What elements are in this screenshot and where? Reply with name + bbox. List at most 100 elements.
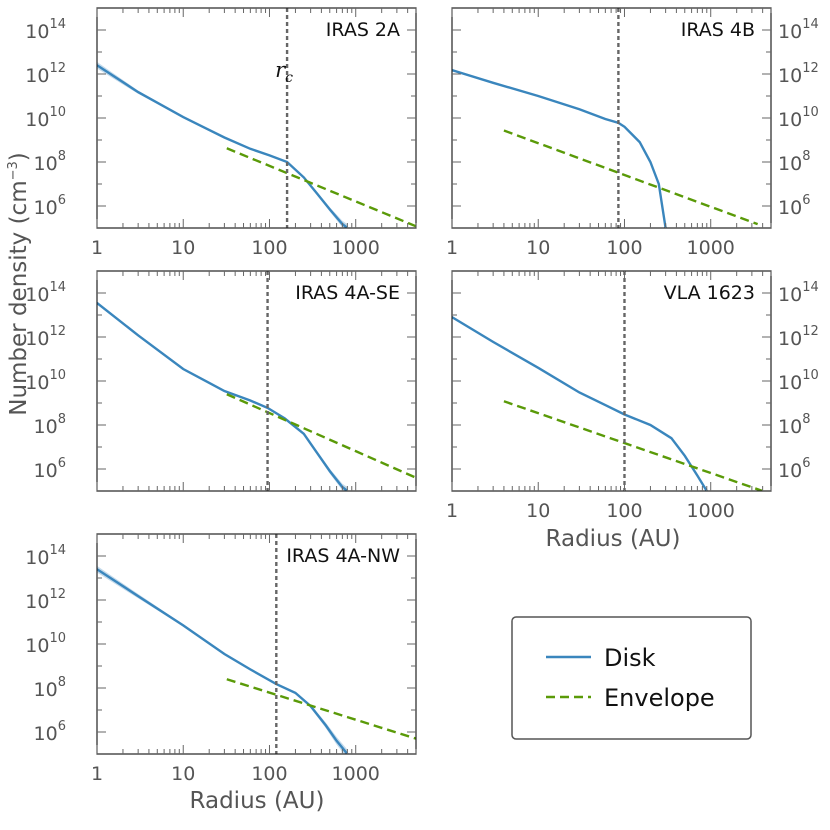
- y-tick-base-iras-4a-nw: 10: [25, 547, 49, 569]
- panel-label-iras-4b: IRAS 4B: [681, 19, 755, 41]
- y-tick-label-iras-4b: 106: [778, 193, 810, 219]
- y-tick-label-iras-4a-nw: 1010: [25, 631, 66, 657]
- x-tick-label-iras-4b: 1: [446, 237, 458, 259]
- y-tick-base-vla-1623: 10: [778, 284, 802, 306]
- disk-line-iras-4b: [452, 68, 667, 228]
- disk-line-vla-1623: [452, 316, 708, 491]
- y-tick-exponent-iras-4b: 8: [802, 149, 810, 164]
- y-tick-exponent-iras-4a-nw: 8: [58, 675, 66, 690]
- y-tick-label-iras-2a: 1014: [25, 17, 66, 43]
- y-tick-label-iras-2a: 1010: [25, 105, 66, 131]
- y-tick-exponent-vla-1623: 10: [802, 368, 819, 383]
- panel-label-iras-2a: IRAS 2A: [326, 19, 400, 41]
- y-tick-exponent-iras-2a: 12: [49, 61, 66, 76]
- plot-area-iras-4b: [452, 8, 759, 228]
- x-tick-label-vla-1623: 1: [446, 500, 458, 522]
- disk-line-iras-2a: [97, 64, 349, 228]
- y-tick-label-vla-1623: 106: [778, 456, 810, 482]
- y-tick-base-iras-2a: 10: [25, 109, 49, 131]
- disk-band-vla-1623: [452, 316, 707, 491]
- y-tick-base-iras-2a: 10: [34, 153, 58, 175]
- y-tick-label-iras-4a-nw: 1012: [25, 587, 66, 613]
- y-tick-base-iras-4b: 10: [778, 197, 802, 219]
- y-tick-label-iras-4a-se: 1010: [25, 368, 66, 394]
- y-tick-exponent-iras-4a-nw: 6: [58, 719, 66, 734]
- y-tick-label-iras-4b: 108: [778, 149, 810, 175]
- y-tick-exponent-iras-4a-nw: 10: [49, 631, 66, 646]
- x-tick-label-iras-4a-nw: 1000: [332, 763, 380, 785]
- y-axis-title-main: Number density (cm: [6, 180, 32, 415]
- disk-line-iras-4a-nw: [97, 568, 349, 754]
- axis-frame-iras-4a-se: [96, 270, 417, 492]
- y-tick-base-iras-4a-se: 10: [25, 284, 49, 306]
- x-tick-label-vla-1623: 100: [606, 500, 642, 522]
- y-tick-exponent-vla-1623: 6: [802, 456, 810, 471]
- y-tick-base-iras-4b: 10: [778, 153, 802, 175]
- y-tick-base-vla-1623: 10: [778, 416, 802, 438]
- legend-frame: [511, 616, 752, 740]
- y-tick-base-vla-1623: 10: [778, 460, 802, 482]
- x-tick-label-iras-2a: 100: [251, 237, 287, 259]
- y-tick-label-vla-1623: 1012: [778, 324, 819, 350]
- x-tick-label-iras-2a: 1: [91, 237, 103, 259]
- y-tick-exponent-vla-1623: 14: [802, 280, 819, 295]
- y-tick-base-iras-4b: 10: [778, 21, 802, 43]
- x-tick-label-iras-2a: 10: [171, 237, 195, 259]
- y-tick-base-iras-4a-se: 10: [34, 460, 58, 482]
- y-tick-exponent-iras-2a: 8: [58, 149, 66, 164]
- y-tick-base-iras-4a-se: 10: [25, 328, 49, 350]
- y-tick-exponent-iras-4a-se: 8: [58, 412, 66, 427]
- axis-frame-iras-4b: [451, 7, 772, 229]
- y-tick-exponent-iras-4a-se: 6: [58, 456, 66, 471]
- y-tick-base-iras-2a: 10: [25, 65, 49, 87]
- y-tick-exponent-iras-4a-nw: 12: [49, 587, 66, 602]
- legend-disk-label: Disk: [604, 644, 656, 672]
- x-tick-label-iras-4a-nw: 10: [171, 763, 195, 785]
- envelope-line-iras-4a-nw: [226, 678, 416, 740]
- y-tick-base-iras-4a-se: 10: [25, 372, 49, 394]
- y-tick-exponent-iras-2a: 10: [49, 105, 66, 120]
- y-tick-base-iras-4a-se: 10: [34, 416, 58, 438]
- y-tick-label-iras-4a-se: 106: [34, 456, 66, 482]
- y-tick-base-iras-2a: 10: [25, 21, 49, 43]
- y-tick-label-iras-2a: 1012: [25, 61, 66, 87]
- y-tick-exponent-iras-4a-se: 12: [49, 324, 66, 339]
- y-tick-base-iras-4a-nw: 10: [25, 591, 49, 613]
- x-tick-label-vla-1623: 10: [526, 500, 550, 522]
- panel-label-iras-4a-nw: IRAS 4A-NW: [286, 545, 400, 567]
- y-tick-label-iras-4a-se: 108: [34, 412, 66, 438]
- envelope-line-iras-2a: [226, 147, 416, 228]
- y-tick-exponent-iras-4b: 10: [802, 105, 819, 120]
- y-tick-label-iras-4a-se: 1012: [25, 324, 66, 350]
- x-tick-label-iras-4b: 10: [526, 237, 550, 259]
- y-axis-title-exponent: −3: [6, 161, 21, 180]
- axis-frame-iras-2a: [96, 7, 417, 229]
- x-tick-label-iras-4b: 1000: [687, 237, 735, 259]
- y-tick-exponent-vla-1623: 12: [802, 324, 819, 339]
- x-tick-label-iras-4a-nw: 1: [91, 763, 103, 785]
- x-tick-label-iras-4a-nw: 100: [251, 763, 287, 785]
- y-tick-exponent-iras-4a-nw: 14: [49, 543, 66, 558]
- y-tick-label-iras-4a-nw: 106: [34, 719, 66, 745]
- plot-area-iras-2a: [97, 8, 416, 228]
- envelope-line-vla-1623: [503, 400, 764, 491]
- y-tick-label-vla-1623: 1010: [778, 368, 819, 394]
- x-tick-label-iras-2a: 1000: [332, 237, 380, 259]
- plot-area-vla-1623: [452, 271, 764, 491]
- x-tick-label-vla-1623: 1000: [687, 500, 735, 522]
- legend-envelope-label: Envelope: [604, 684, 715, 712]
- y-tick-label-iras-2a: 106: [34, 193, 66, 219]
- y-tick-exponent-iras-2a: 6: [58, 193, 66, 208]
- y-tick-label-vla-1623: 108: [778, 412, 810, 438]
- disk-band-iras-2a: [97, 61, 348, 228]
- envelope-line-iras-4a-se: [226, 393, 416, 479]
- y-axis-title: Number density (cm−3): [6, 152, 32, 416]
- axis-frame-iras-4a-nw: [96, 533, 417, 755]
